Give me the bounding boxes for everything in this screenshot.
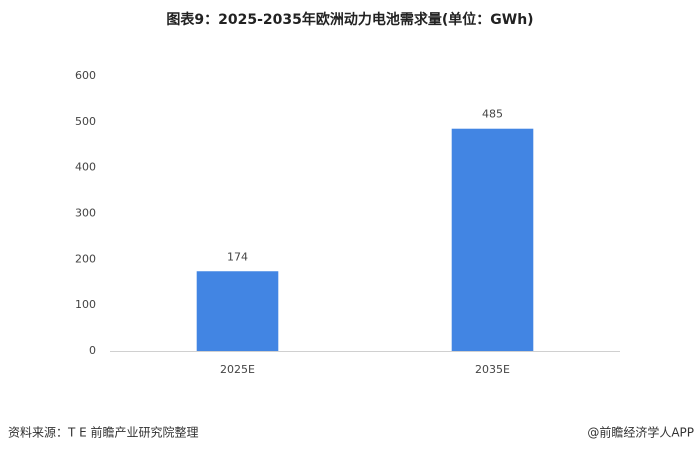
data-label: 485 <box>482 108 503 121</box>
data-label: 174 <box>227 250 248 263</box>
y-tick-label: 300 <box>75 207 96 220</box>
y-tick-label: 400 <box>75 161 96 174</box>
y-tick-label: 200 <box>75 252 96 265</box>
chart-title: 图表9：2025-2035年欧洲动力电池需求量(单位：GWh) <box>166 11 533 28</box>
bar <box>196 271 279 351</box>
x-tick-label: 2035E <box>475 363 510 376</box>
bar <box>451 128 534 351</box>
x-tick-label: 2025E <box>220 363 255 376</box>
credit: @前瞻经济学人APP <box>587 425 694 440</box>
y-tick-label: 0 <box>89 344 96 357</box>
y-tick-label: 500 <box>75 115 96 128</box>
y-tick-label: 600 <box>75 69 96 82</box>
source-note: 资料来源：T E 前瞻产业研究院整理 <box>8 425 199 440</box>
y-tick-label: 100 <box>75 298 96 311</box>
